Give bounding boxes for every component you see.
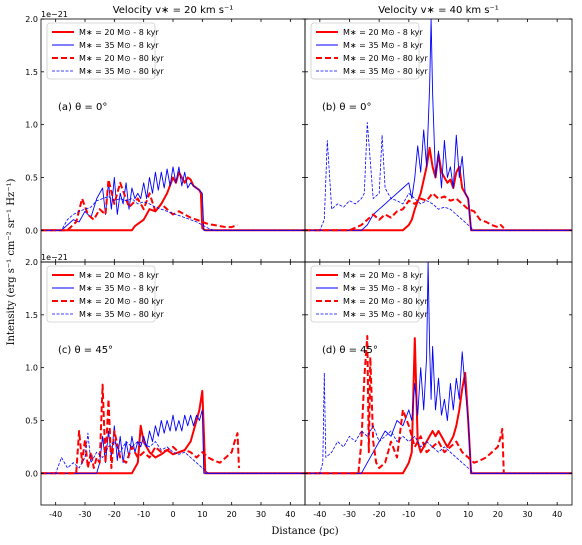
- x-tick-label: 20: [227, 510, 237, 519]
- y-tick-label: 1.0: [25, 364, 38, 373]
- x-tick-label: -20: [373, 510, 386, 519]
- series-line-3: [305, 372, 572, 474]
- y-tick-label: 1.0: [25, 121, 38, 130]
- series-line-3: [41, 432, 305, 474]
- y-tick-label: 2.0: [25, 258, 38, 267]
- series-line-3: [305, 122, 572, 231]
- panel-title: Velocity v∗ = 40 km s⁻¹: [378, 5, 499, 16]
- x-tick-label: 20: [493, 510, 503, 519]
- legend-entry-label: M∗ = 20 M⊙ - 8 kyr: [79, 271, 159, 280]
- y-exponent-label: 1e−21: [41, 253, 68, 262]
- panel-label: (d) θ = 45°: [322, 345, 378, 356]
- legend-entry-label: M∗ = 20 M⊙ - 8 kyr: [343, 271, 423, 280]
- legend-entry-label: M∗ = 35 M⊙ - 8 kyr: [79, 284, 159, 293]
- x-tick-label: -30: [78, 510, 91, 519]
- series-group: [305, 262, 572, 475]
- legend-entry-label: M∗ = 35 M⊙ - 80 kyr: [79, 310, 165, 319]
- legend: M∗ = 20 M⊙ - 8 kyr M∗ = 35 M⊙ - 8 kyr M∗ =…: [46, 22, 165, 80]
- legend-entry-label: M∗ = 35 M⊙ - 8 kyr: [343, 284, 423, 293]
- series-line-2: [41, 383, 240, 475]
- panel-label: (c) θ = 45°: [58, 345, 113, 356]
- legend-entry-label: M∗ = 35 M⊙ - 80 kyr: [79, 67, 165, 76]
- legend-entry-label: M∗ = 35 M⊙ - 8 kyr: [79, 41, 159, 50]
- x-tick-label: -10: [137, 510, 150, 519]
- x-tick-label: 0: [436, 510, 441, 519]
- y-tick-label: 1.5: [25, 311, 38, 320]
- x-tick-label: -40: [49, 510, 62, 519]
- series-line-0: [305, 146, 572, 232]
- panel-label: (b) θ = 0°: [322, 102, 372, 113]
- x-tick-label: -10: [402, 510, 415, 519]
- series-line-0: [305, 337, 572, 475]
- x-axis-label: Distance (pc): [271, 526, 338, 537]
- legend-entry-label: M∗ = 20 M⊙ - 80 kyr: [343, 297, 429, 306]
- legend: M∗ = 20 M⊙ - 8 kyr M∗ = 35 M⊙ - 8 kyr M∗ =…: [310, 22, 429, 80]
- legend-entry-label: M∗ = 35 M⊙ - 80 kyr: [343, 310, 429, 319]
- legend-box: [310, 265, 420, 323]
- series-line-1: [41, 409, 305, 474]
- x-tick-label: 40: [285, 510, 295, 519]
- legend-entry-label: M∗ = 20 M⊙ - 8 kyr: [79, 28, 159, 37]
- legend-entry-label: M∗ = 20 M⊙ - 80 kyr: [79, 297, 165, 306]
- panel-2: -40 -30 -20 -10 0 10 20 30 40 0.0 0.5 1.0 1.5 2.01e−2…: [25, 253, 306, 519]
- legend-box: [46, 22, 156, 80]
- panel-label: (a) θ = 0°: [58, 102, 107, 113]
- y-tick-label: 2.0: [25, 15, 38, 24]
- panel-1: Velocity v∗ = 40 km s⁻¹ (b) θ = 0° M∗ = 20…: [304, 5, 573, 263]
- x-tick-label: -20: [108, 510, 121, 519]
- panel-title: Velocity v∗ = 20 km s⁻¹: [113, 5, 234, 16]
- x-tick-label: 0: [170, 510, 175, 519]
- series-line-3: [41, 196, 305, 231]
- legend: M∗ = 20 M⊙ - 8 kyr M∗ = 35 M⊙ - 8 kyr M∗ =…: [310, 265, 429, 323]
- series-line-2: [305, 192, 505, 232]
- series-line-2: [41, 178, 238, 232]
- series-line-1: [41, 166, 305, 231]
- y-tick-label: 1.5: [25, 68, 38, 77]
- x-tick-label: 30: [522, 510, 532, 519]
- panel-3: -40 -30 -20 -10 0 10 20 30 40 (d) θ = 45° M∗ = 20 …: [304, 261, 573, 519]
- y-axis-label: Intensity (erg s⁻¹ cm⁻² sr⁻¹ Hz⁻¹): [6, 178, 17, 345]
- series-line-1: [305, 19, 572, 231]
- y-tick-label: 0.5: [25, 416, 38, 425]
- legend: M∗ = 20 M⊙ - 8 kyr M∗ = 35 M⊙ - 8 kyr M∗ =…: [46, 265, 165, 323]
- legend-entry-label: M∗ = 35 M⊙ - 80 kyr: [343, 67, 429, 76]
- x-tick-label: 10: [197, 510, 207, 519]
- y-tick-label: 0.0: [25, 226, 38, 235]
- legend-entry-label: M∗ = 35 M⊙ - 8 kyr: [343, 41, 423, 50]
- legend-entry-label: M∗ = 20 M⊙ - 80 kyr: [343, 54, 429, 63]
- legend-entry-label: M∗ = 20 M⊙ - 8 kyr: [343, 28, 423, 37]
- series-line-0: [41, 389, 305, 475]
- legend-box: [310, 22, 420, 80]
- panel-0: 0.00.51.01.52.01e−21 Velocity v∗ = 20 km …: [25, 5, 306, 263]
- y-tick-label: 0.5: [25, 173, 38, 182]
- series-line-2: [305, 335, 505, 475]
- x-tick-label: 10: [463, 510, 473, 519]
- series-group: [305, 19, 572, 232]
- legend-entry-label: M∗ = 20 M⊙ - 80 kyr: [79, 54, 165, 63]
- x-tick-label: -40: [313, 510, 326, 519]
- y-exponent-label: 1e−21: [41, 10, 68, 19]
- y-axis-label-group: Intensity (erg s⁻¹ cm⁻² sr⁻¹ Hz⁻¹): [6, 178, 17, 345]
- series-line-1: [305, 262, 572, 474]
- legend-box: [46, 265, 156, 323]
- x-tick-label: 30: [256, 510, 266, 519]
- series-group: [41, 383, 305, 475]
- x-tick-label: 40: [552, 510, 562, 519]
- series-group: [41, 166, 305, 232]
- x-tick-label: -30: [343, 510, 356, 519]
- y-tick-label: 0.0: [25, 469, 38, 478]
